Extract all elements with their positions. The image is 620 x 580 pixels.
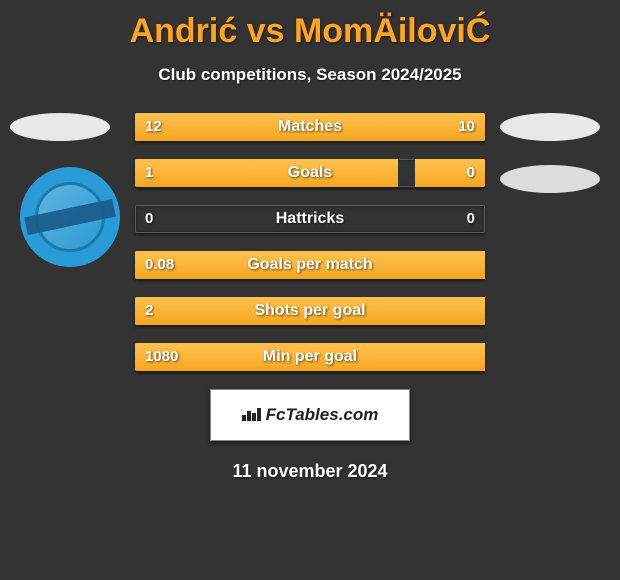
- stats-area: Matches1210Goals10Hattricks00Goals per m…: [0, 113, 620, 371]
- stat-row: Hattricks0 0: [135, 205, 485, 233]
- stat-label: Goals: [135, 159, 485, 187]
- stat-value-left: 0.08: [145, 251, 174, 279]
- stat-label: Hattricks: [135, 205, 485, 233]
- page-title: Andrić vs MomÄiloviĆ: [0, 0, 620, 51]
- stat-label: Matches: [135, 113, 485, 141]
- stat-label: Shots per goal: [135, 297, 485, 325]
- stat-value-left: 1: [145, 159, 153, 187]
- player-right-badge: [500, 113, 600, 141]
- club-logo-left: [20, 167, 120, 267]
- stat-value-right: 0: [467, 205, 475, 233]
- stat-value-left: 12: [145, 113, 162, 141]
- stat-value-left: 2: [145, 297, 153, 325]
- brand-box[interactable]: FcTables.com: [210, 389, 410, 441]
- stat-value-right: 0: [467, 159, 475, 187]
- brand-label: FcTables.com: [266, 405, 379, 425]
- date-label: 11 november 2024: [0, 461, 620, 482]
- stat-value-right: 10: [458, 113, 475, 141]
- stat-value-left: 0: [145, 205, 153, 233]
- stat-label: Goals per match: [135, 251, 485, 279]
- comparison-bars: Matches1210Goals10Hattricks00Goals per m…: [135, 113, 485, 371]
- stat-row: Min per goal1080: [135, 343, 485, 371]
- season-subtitle: Club competitions, Season 2024/2025: [0, 65, 620, 85]
- player-right-badge-2: [500, 165, 600, 193]
- player-left-badge: [10, 113, 110, 141]
- stat-row: Matches12 10: [135, 113, 485, 141]
- stat-row: Goals per match0.08: [135, 251, 485, 279]
- brand-chart-icon: [242, 405, 262, 426]
- stat-value-left: 1080: [145, 343, 178, 371]
- stat-row: Shots per goal2: [135, 297, 485, 325]
- stat-row: Goals1 0: [135, 159, 485, 187]
- stat-label: Min per goal: [135, 343, 485, 371]
